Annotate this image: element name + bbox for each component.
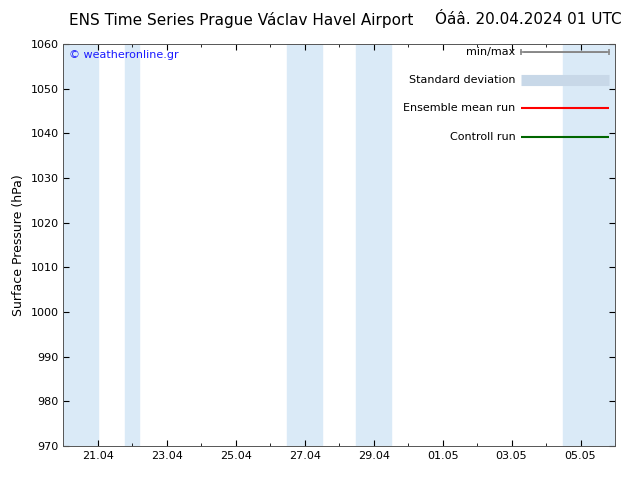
- Text: Standard deviation: Standard deviation: [409, 75, 515, 85]
- Bar: [126, 44, 139, 446]
- Bar: [563, 44, 615, 446]
- Bar: [356, 44, 391, 446]
- Bar: [63, 44, 98, 446]
- Text: Óáâ. 20.04.2024 01 UTC: Óáâ. 20.04.2024 01 UTC: [435, 12, 621, 27]
- Text: Ensemble mean run: Ensemble mean run: [403, 103, 515, 113]
- Text: Controll run: Controll run: [450, 131, 515, 142]
- Text: © weatheronline.gr: © weatheronline.gr: [69, 50, 179, 60]
- Text: ENS Time Series Prague Václav Havel Airport: ENS Time Series Prague Václav Havel Airp…: [68, 12, 413, 28]
- Bar: [287, 44, 322, 446]
- Text: min/max: min/max: [467, 47, 515, 57]
- Y-axis label: Surface Pressure (hPa): Surface Pressure (hPa): [12, 174, 25, 316]
